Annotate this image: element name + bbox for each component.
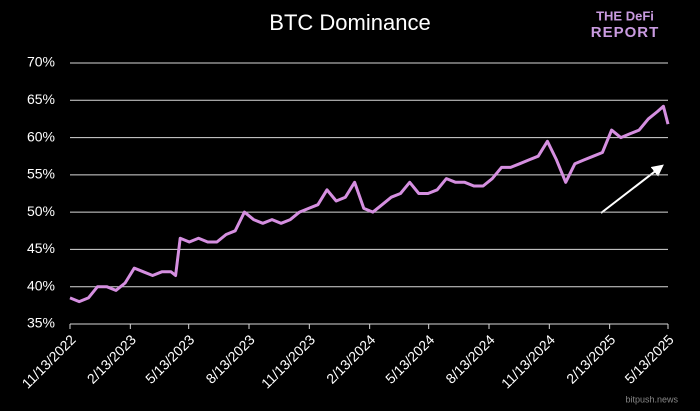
chart-title: BTC Dominance — [269, 10, 430, 35]
arrow — [600, 164, 664, 214]
y-tick-label: 55% — [27, 166, 55, 182]
y-tick-label: 60% — [27, 128, 55, 144]
y-tick-label: 70% — [27, 54, 55, 70]
logo: REPORT — [591, 24, 660, 41]
y-tick-label: 40% — [27, 277, 55, 293]
series-line — [69, 104, 670, 304]
y-tick-label: 50% — [27, 203, 55, 219]
y-tick-label: 65% — [27, 91, 55, 107]
y-tick-label: 45% — [27, 240, 55, 256]
logo: THE DeFi — [596, 8, 654, 23]
y-tick-label: 35% — [27, 315, 55, 331]
watermark: bitpush.news — [625, 394, 678, 404]
